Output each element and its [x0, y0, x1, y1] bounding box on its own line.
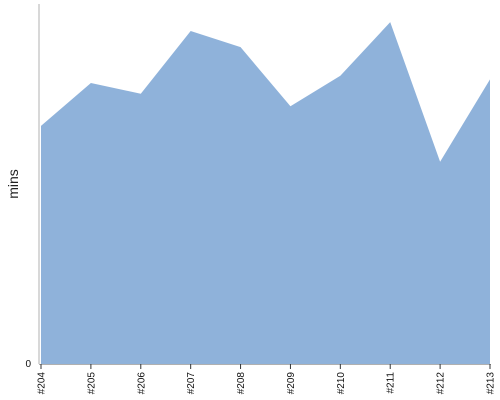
x-tick-label-209: #209 — [286, 372, 297, 395]
y-tick-label: 0 — [25, 359, 31, 370]
y-axis-label: mins — [5, 169, 21, 199]
axis-layer — [38, 4, 491, 365]
x-tick-label-210: #210 — [336, 372, 347, 395]
x-tick-layer: #204 #205 #206 #207 #208 #209 #210 #211 #212 #213 — [37, 364, 497, 394]
x-tick-label-212: #212 — [436, 372, 447, 395]
x-tick-label-206: #206 — [136, 372, 147, 395]
x-tick-label-204: #204 — [37, 372, 48, 395]
series-area — [41, 22, 490, 365]
x-tick-label-213: #213 — [486, 372, 497, 395]
x-tick-label-207: #207 — [186, 372, 197, 395]
x-tick-label-211: #211 — [386, 372, 397, 394]
y-tick-layer: 0 — [25, 359, 31, 370]
x-tick-label-205: #205 — [86, 372, 97, 395]
x-tick-label-208: #208 — [236, 372, 247, 395]
area-layer — [41, 22, 490, 365]
